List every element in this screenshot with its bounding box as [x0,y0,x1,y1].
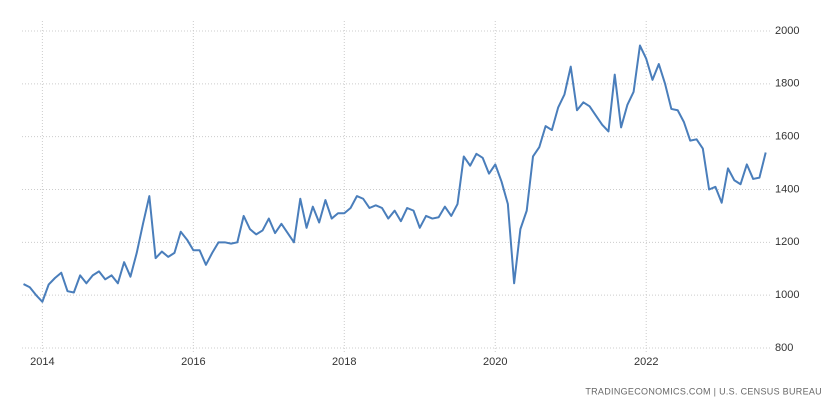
y-tick-label: 2000 [775,25,799,37]
line [23,44,767,303]
y-tick-label: 800 [775,342,793,354]
x-tick-label: 2014 [30,356,54,368]
y-tick-label: 1000 [775,289,799,301]
y-tick-label: 1400 [775,183,799,195]
x-tick-label: 2016 [181,356,205,368]
x-tick-label: 2022 [634,356,658,368]
y-tick-label: 1800 [775,78,799,90]
y-tick-label: 1600 [775,131,799,143]
x-tick-label: 2020 [483,356,507,368]
source: TRADINGECONOMICS.COM | U.S. CENSUS BUREA… [585,386,822,396]
x-tick-label: 2018 [332,356,356,368]
y-tick-label: 1200 [775,236,799,248]
